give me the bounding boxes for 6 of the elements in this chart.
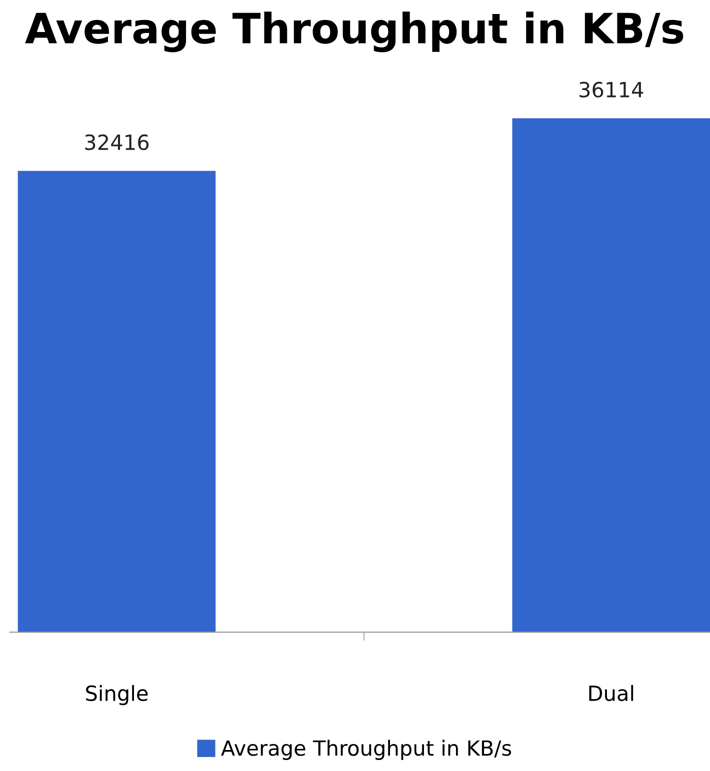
x-tick-label: Single — [86, 685, 148, 706]
legend-label: Average Throughput in KB/s — [221, 740, 512, 760]
x-tick-label: Dual — [589, 685, 634, 702]
data-label: 32416 — [85, 134, 149, 150]
data-label: 36114 — [580, 82, 644, 98]
chart-title: Average Throughput in KB/s — [25, 12, 684, 52]
